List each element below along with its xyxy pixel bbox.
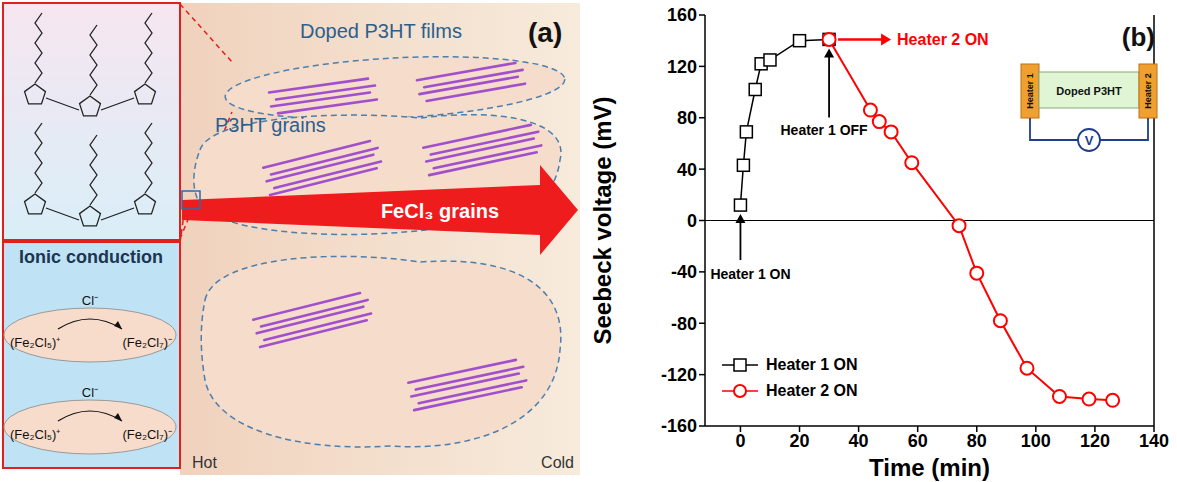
svg-text:P3HT grains: P3HT grains	[215, 114, 326, 136]
svg-text:Hot: Hot	[192, 454, 217, 471]
svg-text:Heater 2 ON: Heater 2 ON	[897, 31, 989, 48]
svg-text:(Fe₂Cl₇)⁻: (Fe₂Cl₇)⁻	[122, 427, 172, 442]
svg-text:-80: -80	[671, 314, 697, 334]
svg-text:20: 20	[790, 431, 810, 451]
html-text:Heater 1 ON: Heater 1 ON	[766, 356, 858, 373]
svg-text:Heater 1 ON: Heater 1 ON	[710, 266, 790, 282]
svg-text:Cl⁻: Cl⁻	[82, 385, 98, 400]
svg-text:160: 160	[667, 5, 697, 25]
svg-text:(a): (a)	[528, 17, 562, 48]
svg-text:80: 80	[967, 431, 987, 451]
svg-text:120: 120	[1080, 431, 1110, 451]
svg-text:(Fe₂Cl₅)⁺: (Fe₂Cl₅)⁺	[10, 335, 60, 350]
svg-text:120: 120	[667, 57, 697, 77]
svg-text:-160: -160	[661, 416, 697, 436]
svg-text:Cl⁻: Cl⁻	[82, 293, 98, 308]
svg-text:Cold: Cold	[541, 454, 574, 471]
svg-text:40: 40	[849, 431, 869, 451]
html-text:Heater 2 ON: Heater 2 ON	[766, 382, 858, 399]
svg-text:V: V	[1085, 133, 1094, 148]
svg-text:Seebeck voltage (mV): Seebeck voltage (mV)	[590, 96, 616, 344]
svg-text:Heater 1: Heater 1	[1025, 73, 1035, 109]
svg-text:Doped P3HT: Doped P3HT	[1056, 85, 1122, 97]
svg-text:40: 40	[677, 160, 697, 180]
svg-text:FeCl₃ grains: FeCl₃ grains	[381, 200, 499, 222]
svg-text:0: 0	[687, 211, 697, 231]
svg-text:Ionic conduction: Ionic conduction	[19, 247, 163, 267]
svg-text:100: 100	[1021, 431, 1051, 451]
svg-text:80: 80	[677, 108, 697, 128]
svg-text:60: 60	[908, 431, 928, 451]
svg-text:-40: -40	[671, 262, 697, 282]
svg-text:(Fe₂Cl₇)⁻: (Fe₂Cl₇)⁻	[122, 335, 172, 350]
svg-text:Heater 1 OFF: Heater 1 OFF	[780, 122, 868, 138]
svg-text:Heater 2: Heater 2	[1143, 73, 1153, 109]
svg-text:0: 0	[735, 431, 745, 451]
svg-text:Doped P3HT films: Doped P3HT films	[300, 20, 462, 42]
svg-text:(Fe₂Cl₅)⁺: (Fe₂Cl₅)⁺	[10, 427, 60, 442]
svg-text:Time (min): Time (min)	[869, 454, 990, 481]
svg-text:-120: -120	[661, 365, 697, 385]
svg-text:(b): (b)	[1122, 22, 1155, 52]
svg-text:140: 140	[1139, 431, 1169, 451]
